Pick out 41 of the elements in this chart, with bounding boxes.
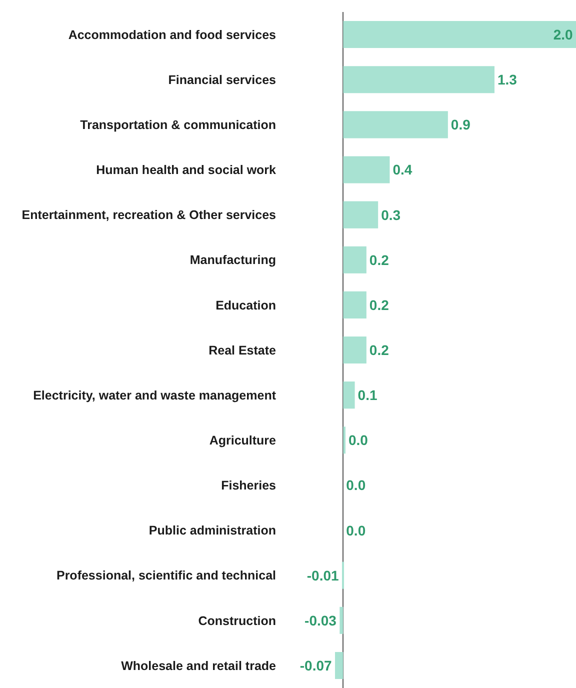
- data-label: 0.4: [392, 162, 412, 178]
- bar: [343, 156, 390, 184]
- y-tick-label: Education: [216, 298, 276, 312]
- y-tick-label: Wholesale and retail trade: [121, 658, 276, 673]
- data-label: 0.9: [450, 116, 471, 133]
- y-tick-label: Manufacturing: [190, 253, 276, 268]
- data-label: 0.2: [369, 342, 390, 358]
- bar: [343, 382, 355, 409]
- data-label: 0.1: [358, 387, 378, 404]
- bar: [340, 606, 344, 634]
- y-tick-label: Construction: [198, 614, 276, 628]
- y-tick-label: Agriculture: [209, 434, 276, 448]
- data-label: -0.03: [304, 612, 337, 628]
- data-label: -0.01: [306, 567, 339, 584]
- data-label: 0.0: [348, 432, 368, 448]
- y-tick-label: Accommodation and food services: [68, 28, 276, 42]
- y-tick-label: Fisheries: [221, 478, 276, 493]
- data-label: 0.2: [369, 252, 390, 268]
- bar: [343, 111, 448, 138]
- y-tick-label: Financial services: [168, 72, 276, 87]
- y-tick-label: Human health and social work: [96, 163, 276, 178]
- y-tick-label: Transportation & communication: [80, 118, 276, 132]
- data-label: 0.0: [346, 522, 366, 538]
- data-label: 2.0: [553, 26, 573, 43]
- data-label: 1.3: [498, 72, 518, 88]
- bar: [343, 291, 366, 318]
- bar: [335, 652, 344, 679]
- bar: [343, 336, 366, 364]
- y-tick-label: Professional, scientific and technical: [56, 568, 276, 583]
- bar: [343, 201, 378, 228]
- y-tick-label: Public administration: [148, 524, 276, 538]
- data-label: 0.0: [346, 477, 366, 494]
- y-tick-label: Electricity, water and waste management: [33, 388, 277, 402]
- bar: [343, 246, 366, 274]
- bar: [343, 21, 576, 48]
- data-label: 0.3: [381, 206, 401, 223]
- bar: [343, 66, 494, 94]
- y-tick-label: Real Estate: [208, 343, 276, 358]
- y-tick-label: Entertainment, recreation & Other services: [22, 208, 276, 222]
- data-label: 0.2: [369, 296, 390, 313]
- data-label: -0.07: [300, 657, 332, 674]
